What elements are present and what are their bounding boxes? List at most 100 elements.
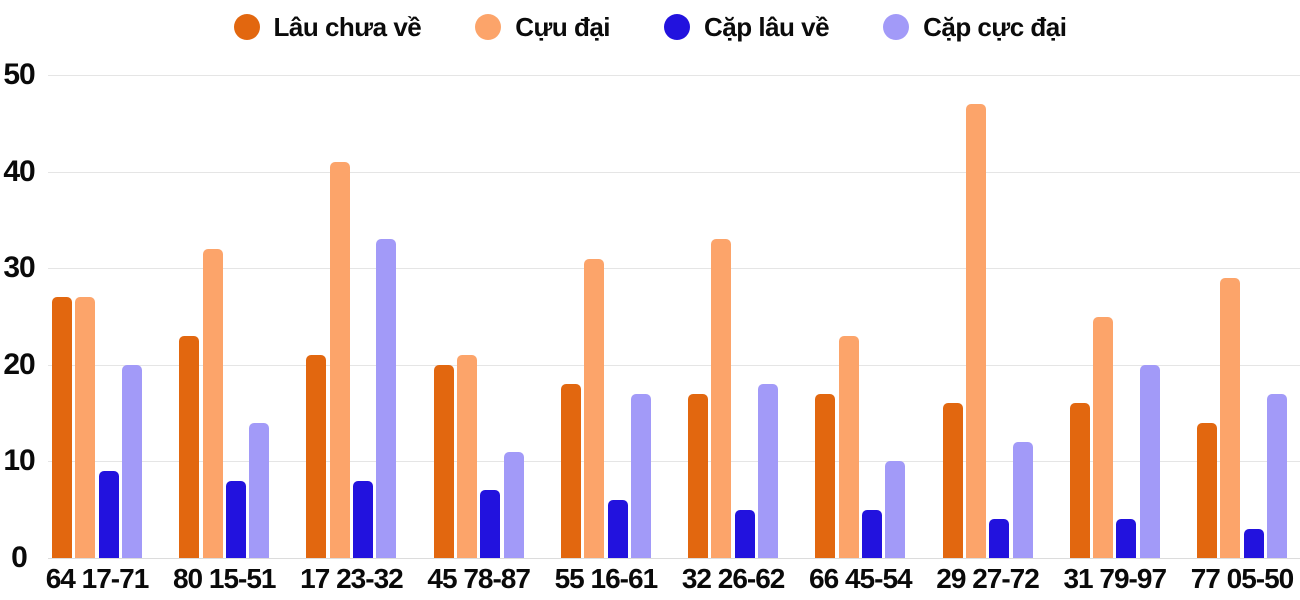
x-tick-label-10: 77 05-50 — [1190, 563, 1295, 594]
y-tick-label-20: 20 — [3, 347, 35, 381]
bar-lâu-chưa-về-5[interactable] — [560, 384, 581, 558]
x-tick-cell-8: 29 27-72 — [936, 561, 1040, 599]
bar-cựu-đại-6[interactable] — [711, 239, 732, 558]
legend-item-4[interactable]: Cặp cực đại — [883, 11, 1067, 43]
legend-swatch-circle-icon — [475, 14, 502, 40]
x-tick-cell-7: 66 45-54 — [809, 561, 913, 599]
gridline-40 — [48, 171, 1300, 173]
x-tick-cell-5: 55 16-61 — [555, 561, 659, 599]
x-tick-cell-4: 45 78-87 — [427, 561, 531, 599]
bar-cặp-cực-đại-1[interactable] — [121, 364, 142, 558]
bar-group-7 — [815, 75, 906, 558]
bar-cặp-cực-đại-2[interactable] — [249, 422, 270, 558]
x-tick-label-3: 17 23-32 — [300, 563, 404, 594]
legend-item-2[interactable]: Cựu đại — [475, 11, 611, 43]
bar-cựu-đại-8[interactable] — [965, 103, 986, 558]
bar-cặp-lâu-về-8[interactable] — [989, 519, 1010, 558]
bar-lâu-chưa-về-8[interactable] — [942, 403, 963, 558]
bar-cặp-cực-đại-3[interactable] — [376, 239, 397, 558]
bar-lâu-chưa-về-9[interactable] — [1069, 403, 1090, 558]
bar-group-10 — [1196, 75, 1287, 558]
bar-cặp-cực-đại-8[interactable] — [1012, 442, 1033, 558]
gridline-50 — [48, 75, 1300, 76]
bar-lâu-chưa-về-6[interactable] — [688, 393, 709, 558]
bar-cặp-lâu-về-10[interactable] — [1243, 529, 1264, 558]
bar-group-3 — [306, 75, 397, 558]
bar-lâu-chưa-về-10[interactable] — [1196, 422, 1217, 558]
x-tick-cell-1: 64 17-71 — [46, 561, 150, 599]
x-tick-label-8: 29 27-72 — [936, 563, 1040, 594]
bar-group-6 — [688, 75, 779, 558]
legend-swatch-circle-icon — [233, 14, 260, 40]
bar-cặp-lâu-về-6[interactable] — [734, 509, 755, 558]
bars-row — [52, 75, 1287, 558]
bar-cặp-lâu-về-3[interactable] — [353, 480, 374, 558]
bar-group-2 — [179, 75, 270, 558]
bar-cựu-đại-9[interactable] — [1093, 316, 1114, 558]
legend-label: Cặp cực đại — [923, 11, 1067, 42]
bar-cựu-đại-3[interactable] — [329, 161, 350, 558]
legend-swatch-circle-icon — [664, 14, 691, 40]
bar-lâu-chưa-về-2[interactable] — [179, 335, 200, 558]
bar-cặp-cực-đại-6[interactable] — [758, 384, 779, 558]
bar-cặp-lâu-về-1[interactable] — [98, 471, 119, 558]
bar-lâu-chưa-về-3[interactable] — [306, 355, 327, 558]
x-tick-label-1: 64 17-71 — [45, 563, 150, 594]
legend-label: Cặp lâu về — [704, 11, 830, 42]
legend-item-3[interactable]: Cặp lâu về — [664, 11, 830, 43]
gridline-20 — [48, 364, 1300, 366]
y-tick-label-40: 40 — [3, 154, 35, 188]
y-axis: 0 10 20 30 40 50 — [0, 0, 42, 600]
x-tick-label-6: 32 26-62 — [681, 563, 786, 594]
bar-cựu-đại-1[interactable] — [75, 297, 96, 558]
bar-cựu-đại-5[interactable] — [584, 258, 605, 558]
x-tick-cell-2: 80 15-51 — [173, 561, 277, 599]
chart-legend: Lâu chưa về Cựu đại Cặp lâu về Cặp cực đại — [0, 10, 1300, 44]
bar-cựu-đại-4[interactable] — [456, 355, 477, 558]
bar-cặp-cực-đại-10[interactable] — [1266, 393, 1287, 558]
bar-group-5 — [560, 75, 651, 558]
bar-cựu-đại-7[interactable] — [838, 335, 859, 558]
bar-cặp-lâu-về-5[interactable] — [607, 500, 628, 558]
x-tick-label-4: 45 78-87 — [427, 563, 531, 594]
x-tick-cell-3: 17 23-32 — [300, 561, 404, 599]
bar-cựu-đại-10[interactable] — [1220, 277, 1241, 558]
gridline-0 — [48, 558, 1300, 559]
bar-lâu-chưa-về-7[interactable] — [815, 393, 836, 558]
x-axis: 64 17-71 80 15-51 17 23-32 45 78-87 55 16-61… — [46, 561, 1295, 599]
bar-cặp-lâu-về-2[interactable] — [225, 480, 246, 558]
bar-cặp-cực-đại-9[interactable] — [1139, 364, 1160, 558]
x-tick-cell-6: 32 26-62 — [682, 561, 786, 599]
bar-cặp-lâu-về-9[interactable] — [1116, 519, 1137, 558]
legend-swatch-circle-icon — [883, 14, 910, 40]
x-tick-label-9: 31 79-97 — [1063, 563, 1167, 594]
bar-group-9 — [1069, 75, 1160, 558]
legend-item-1[interactable]: Lâu chưa về — [233, 11, 422, 43]
gridline-30 — [48, 268, 1300, 270]
x-tick-label-7: 66 45-54 — [809, 563, 913, 594]
x-tick-label-2: 80 15-51 — [172, 563, 277, 594]
bar-lâu-chưa-về-4[interactable] — [433, 364, 454, 558]
bar-cựu-đại-2[interactable] — [202, 248, 223, 558]
plot-area — [46, 75, 1300, 559]
legend-label: Lâu chưa về — [273, 11, 422, 42]
x-tick-cell-9: 31 79-97 — [1063, 561, 1167, 599]
x-tick-cell-10: 77 05-50 — [1191, 561, 1295, 599]
bar-lâu-chưa-về-1[interactable] — [52, 297, 72, 558]
legend-label: Cựu đại — [515, 11, 611, 42]
y-tick-label-50: 50 — [3, 58, 35, 91]
gridline-10 — [48, 461, 1300, 463]
bar-cặp-cực-đại-5[interactable] — [630, 393, 651, 558]
y-tick-label-10: 10 — [3, 444, 35, 478]
bar-group-1 — [52, 75, 142, 558]
bar-group-8 — [942, 75, 1033, 558]
x-tick-label-5: 55 16-61 — [554, 563, 659, 594]
bar-cặp-lâu-về-4[interactable] — [480, 490, 501, 558]
y-tick-label-30: 30 — [3, 251, 35, 285]
bar-cặp-lâu-về-7[interactable] — [861, 509, 882, 558]
y-tick-label-0: 0 — [11, 541, 28, 574]
bar-group-4 — [433, 75, 524, 558]
bar-cặp-cực-đại-7[interactable] — [885, 461, 906, 558]
bar-cặp-cực-đại-4[interactable] — [503, 451, 524, 558]
